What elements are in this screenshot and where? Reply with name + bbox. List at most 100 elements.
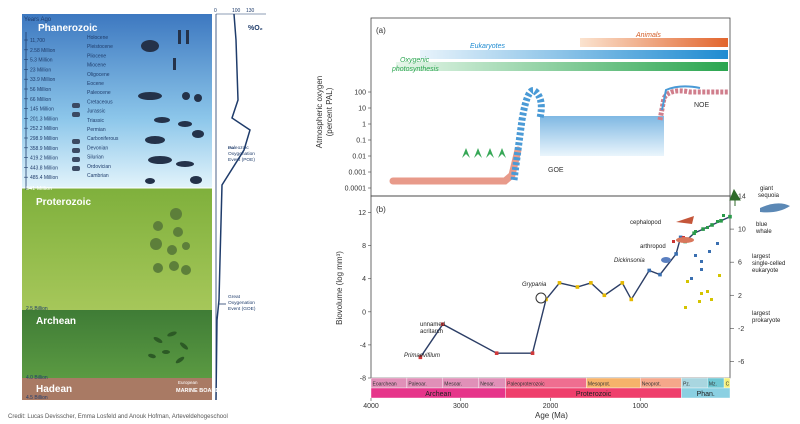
period-labels: Holocene Pleistocene Pliocene Miocene Oligoc… [87,35,119,179]
panel-a-ylabel-2: (percent PAL) [325,87,334,136]
stromatolite-icons [150,208,191,275]
time-label: 252.2 Million [30,126,58,132]
flower-icon-2 [194,94,202,102]
annotation-grypania: Grypania [522,282,547,288]
y-tick-label: 12 [358,210,366,217]
y-tick-label: 0 [362,309,366,316]
right-tick-label: -6 [738,359,744,366]
period-label: Carboniferous [87,136,119,142]
proterozoic-oxygen-box [540,116,664,156]
y-tick-label: 4 [362,276,366,283]
eon-cell [681,387,731,399]
time-2.5-billion: 2.5 Billion [26,306,48,312]
annotation-whale-1: blue [756,222,768,228]
right-tick-label: 10 [738,227,746,234]
human-icon [178,30,181,44]
data-point [647,268,652,273]
annotation-euk-2: single-celled [752,261,785,267]
era-label: Mesoprot. [588,382,610,388]
y-tick-label: 1 [362,122,366,129]
geologic-timeline-panel: Years Ago Phanerozoic Proterozoic Archea… [8,8,266,420]
period-label: Silurian [87,155,104,161]
trilobite-icon [145,178,155,184]
y-tick-label: -4 [360,342,366,349]
era-label: Mz. [709,382,717,388]
x-tick-label: 2000 [543,403,559,410]
oxygen-arrows [462,148,506,174]
shark-icon [148,156,172,164]
logo-marine-board: MARINE BOARD [176,388,219,394]
annotation-sequoia-1: giant [760,186,773,192]
biovolume-panel: (b) 12 8 4 0 -4 -8 14 10 6 2 -2 -6 Biovolume (log … [335,186,790,420]
period-label: Miocene [87,63,106,69]
data-point [658,272,662,277]
era-label: Pz. [683,382,690,388]
oxygenic-label-1: Oxygenic [400,57,430,64]
data-point [602,293,607,298]
y-tick-label: 0.001 [348,170,366,177]
logo-european: European [178,380,198,385]
y-tick-label: 10 [358,106,366,113]
time-4.5-billion: 4.5 Billion [26,395,48,401]
period-label: Devonian [87,145,108,151]
oxygen-panel: (a) Animals Eukaryotes Oxygenic photosyn… [315,17,731,197]
annotation-unnamed-2: acritarch [420,329,443,335]
x-tick-label: 1000 [632,403,648,410]
time-label: 358.9 Million [30,146,58,152]
annotation-unnamed-1: unnamed [420,322,445,328]
x-tick-label: 3000 [453,403,469,410]
period-icons [72,103,80,171]
goe-spike [510,87,545,181]
period-label: Oligocene [87,72,110,78]
time-label: 66 Million [30,97,51,103]
data-point [575,285,580,289]
period-label: Pliocene [87,53,106,59]
eukaryotes-band [420,50,728,59]
era-label: Paleoar. [408,382,426,388]
proterozoic-band [22,188,212,310]
right-tick-label: -2 [738,326,744,333]
period-label: Holocene [87,35,108,41]
data-point [589,281,593,285]
era-label: C [726,382,730,388]
o2-axis-label: %O₂ [248,25,263,32]
grypania-icon [535,292,547,304]
data-point [674,252,678,256]
annotation-primaevifilum: Primaevifilum [404,353,440,359]
era-label: Neoprot. [642,382,661,388]
annotation-euk-3: eukaryote [752,268,779,274]
time-label: 201.3 Million [30,116,58,122]
fish-icon [176,161,194,167]
o2-curve [215,13,251,401]
period-label: Cretaceous [87,99,113,105]
panel-a-label: (a) [376,26,386,35]
annotation-whale-2: whale [755,229,772,235]
nautiloid-icon [190,176,202,184]
time-label: 443.8 Million [30,165,58,171]
panel-b-ylabel: Biovolume (log mm³) [335,251,344,325]
time-label: 11,700 [30,38,45,44]
oxygenic-band [396,62,728,71]
eon-hadean: Hadean [36,384,72,395]
time-label: 2.58 Million [30,48,56,54]
era-label: Neoar. [480,382,495,388]
panel-b-x-axis: 4000 3000 2000 1000 [363,398,648,410]
annotation-sequoia-2: sequoia [758,193,780,199]
time-label: 298.9 Million [30,136,58,142]
arthropod-icon [676,237,694,243]
poe-label-1: Paleozoic [228,145,249,151]
annotation-dickinsonia: Dickinsonia [614,258,645,264]
panel-b-y-axis: 12 8 4 0 -4 -8 [358,210,371,383]
data-point [530,351,535,355]
data-point [701,227,705,231]
y-tick-label: 8 [362,243,366,250]
data-point [629,297,634,302]
noe-curve [657,88,728,121]
noe-annotation: NOE [694,102,710,109]
eon-label: Proterozoic [576,391,612,398]
panel-a-y-axis: 100 10 1 0.1 0.01 0.001 0.0001 [345,90,371,193]
animals-label: Animals [635,32,661,39]
organism-silhouettes [138,30,204,184]
years-ago-label: Years Ago [24,17,52,23]
